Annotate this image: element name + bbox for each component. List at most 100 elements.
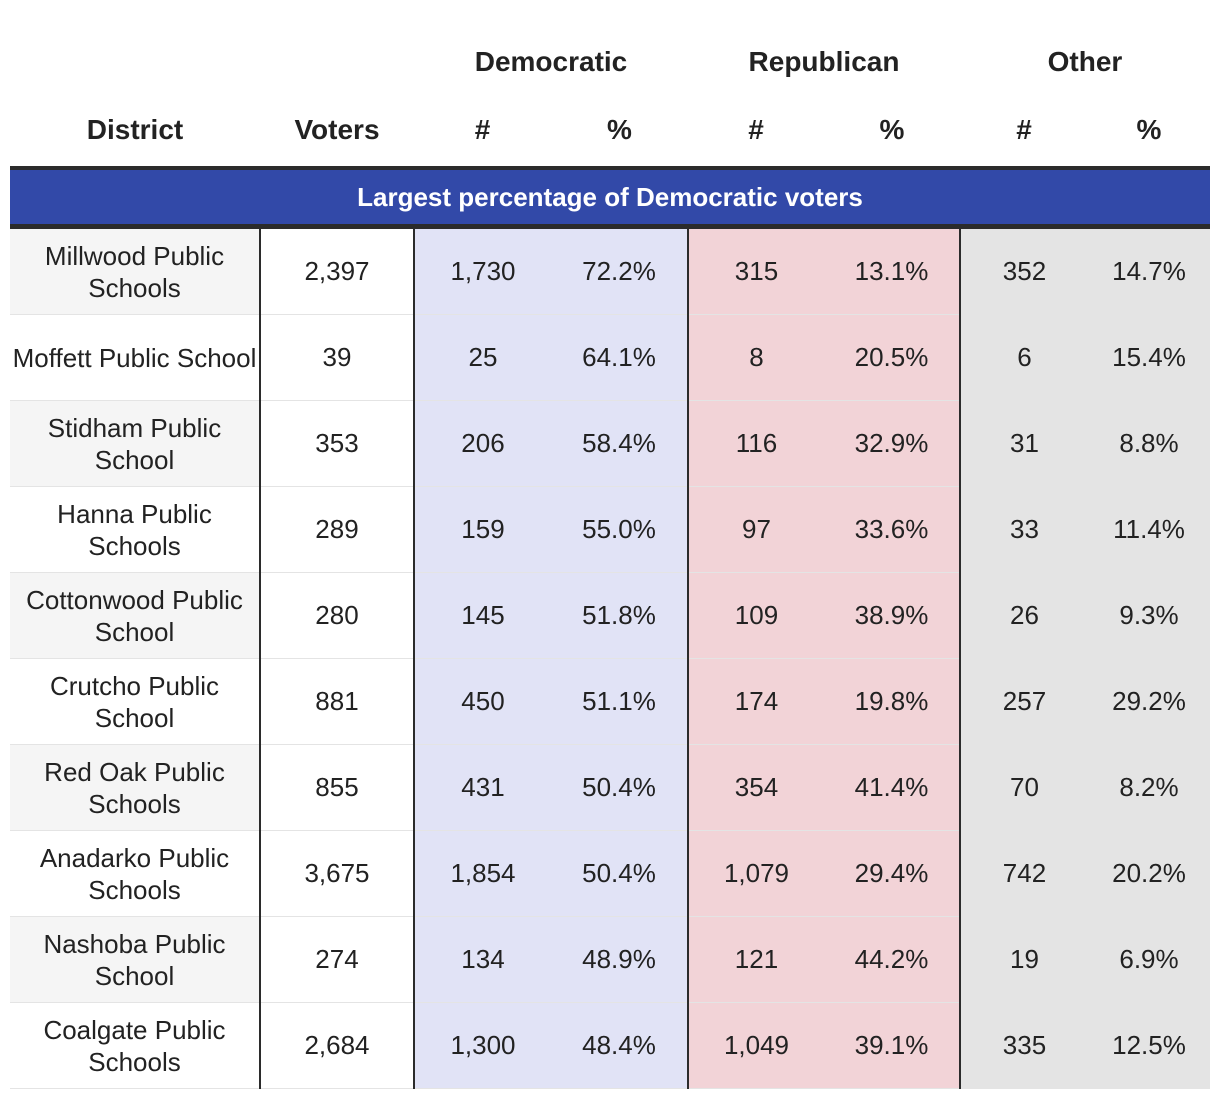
republican-count-cell: 1,049 xyxy=(687,1002,824,1089)
democratic-count-cell: 431 xyxy=(413,744,551,831)
republican-count-cell: 315 xyxy=(687,229,824,315)
table-row: Crutcho Public School 881 450 51.1% 174 19.8%… xyxy=(10,658,1210,745)
column-header-voters: Voters xyxy=(294,114,380,145)
democratic-percent-cell: 50.4% xyxy=(551,830,688,917)
table-row: Coalgate Public Schools 2,684 1,300 48.4% 1,… xyxy=(10,1002,1210,1089)
other-count-cell: 352 xyxy=(959,229,1088,315)
other-count-cell: 742 xyxy=(959,830,1088,917)
column-header-dem-percent: % xyxy=(607,114,632,145)
other-percent-cell: 11.4% xyxy=(1088,486,1210,573)
other-count-cell: 335 xyxy=(959,1002,1088,1089)
district-cell: Millwood Public Schools xyxy=(10,229,260,315)
republican-count-cell: 121 xyxy=(687,916,824,1003)
data-table: Millwood Public Schools 2,397 1,730 72.2% 31… xyxy=(10,229,1210,1089)
democratic-percent-cell: 50.4% xyxy=(551,744,688,831)
voters-cell: 881 xyxy=(259,658,414,745)
other-count-cell: 257 xyxy=(959,658,1088,745)
democratic-percent-cell: 72.2% xyxy=(551,229,688,315)
other-percent-cell: 14.7% xyxy=(1088,229,1210,315)
voters-cell: 289 xyxy=(259,486,414,573)
republican-count-cell: 116 xyxy=(687,400,824,487)
republican-count-cell: 1,079 xyxy=(687,830,824,917)
democratic-percent-cell: 64.1% xyxy=(551,314,688,401)
democratic-count-cell: 1,730 xyxy=(413,229,551,315)
voters-cell: 280 xyxy=(259,572,414,659)
voters-cell: 2,397 xyxy=(259,229,414,315)
democratic-count-cell: 1,854 xyxy=(413,830,551,917)
other-count-cell: 19 xyxy=(959,916,1088,1003)
democratic-count-cell: 159 xyxy=(413,486,551,573)
republican-percent-cell: 13.1% xyxy=(824,229,960,315)
democratic-percent-cell: 48.9% xyxy=(551,916,688,1003)
republican-count-cell: 354 xyxy=(687,744,824,831)
table-row: Millwood Public Schools 2,397 1,730 72.2% 31… xyxy=(10,229,1210,315)
republican-percent-cell: 20.5% xyxy=(824,314,960,401)
other-count-cell: 6 xyxy=(959,314,1088,401)
table-row: Anadarko Public Schools 3,675 1,854 50.4% 1,… xyxy=(10,830,1210,917)
other-count-cell: 33 xyxy=(959,486,1088,573)
other-count-cell: 70 xyxy=(959,744,1088,831)
democratic-count-cell: 25 xyxy=(413,314,551,401)
other-percent-cell: 6.9% xyxy=(1088,916,1210,1003)
other-percent-cell: 12.5% xyxy=(1088,1002,1210,1089)
table-row: Cottonwood Public School 280 145 51.8% 109 38… xyxy=(10,572,1210,659)
table-row: Moffett Public School 39 25 64.1% 8 20.5% 6 15.… xyxy=(10,314,1210,401)
democratic-percent-cell: 51.8% xyxy=(551,572,688,659)
other-percent-cell: 8.2% xyxy=(1088,744,1210,831)
column-header-other-percent: % xyxy=(1136,114,1162,145)
section-banner: Largest percentage of Democratic voters xyxy=(10,170,1210,224)
other-count-cell: 31 xyxy=(959,400,1088,487)
other-count-cell: 26 xyxy=(959,572,1088,659)
republican-count-cell: 109 xyxy=(687,572,824,659)
group-header-other: Other xyxy=(1047,46,1123,77)
republican-percent-cell: 29.4% xyxy=(824,830,960,917)
results-table: Democratic Republican Other District Vot… xyxy=(10,0,1210,1089)
republican-count-cell: 97 xyxy=(687,486,824,573)
democratic-percent-cell: 58.4% xyxy=(551,400,688,487)
district-cell: Coalgate Public Schools xyxy=(10,1002,260,1089)
other-percent-cell: 20.2% xyxy=(1088,830,1210,917)
democratic-percent-cell: 51.1% xyxy=(551,658,688,745)
voters-cell: 2,684 xyxy=(259,1002,414,1089)
table-row: Stidham Public School 353 206 58.4% 116 32.9%… xyxy=(10,400,1210,487)
republican-count-cell: 8 xyxy=(687,314,824,401)
district-cell: Stidham Public School xyxy=(10,400,260,487)
republican-count-cell: 174 xyxy=(687,658,824,745)
democratic-count-cell: 450 xyxy=(413,658,551,745)
group-header-democratic: Democratic xyxy=(474,46,628,77)
column-header-other-number: # xyxy=(1016,114,1032,145)
voters-cell: 274 xyxy=(259,916,414,1003)
district-cell: Nashoba Public School xyxy=(10,916,260,1003)
banner-divider xyxy=(10,224,1210,229)
democratic-count-cell: 206 xyxy=(413,400,551,487)
voters-cell: 855 xyxy=(259,744,414,831)
district-cell: Cottonwood Public School xyxy=(10,572,260,659)
republican-percent-cell: 33.6% xyxy=(824,486,960,573)
district-cell: Red Oak Public Schools xyxy=(10,744,260,831)
table-row: Nashoba Public School 274 134 48.9% 121 44.2%… xyxy=(10,916,1210,1003)
voters-cell: 3,675 xyxy=(259,830,414,917)
header-divider xyxy=(10,166,1210,170)
voters-cell: 353 xyxy=(259,400,414,487)
republican-percent-cell: 44.2% xyxy=(824,916,960,1003)
democratic-percent-cell: 48.4% xyxy=(551,1002,688,1089)
other-percent-cell: 29.2% xyxy=(1088,658,1210,745)
column-header-rep-number: # xyxy=(748,114,764,145)
republican-percent-cell: 39.1% xyxy=(824,1002,960,1089)
district-cell: Hanna Public Schools xyxy=(10,486,260,573)
table-row: Hanna Public Schools 289 159 55.0% 97 33.6% 33… xyxy=(10,486,1210,573)
republican-percent-cell: 19.8% xyxy=(824,658,960,745)
district-cell: Crutcho Public School xyxy=(10,658,260,745)
republican-percent-cell: 32.9% xyxy=(824,400,960,487)
democratic-count-cell: 1,300 xyxy=(413,1002,551,1089)
column-header-district: District xyxy=(86,114,184,145)
voters-cell: 39 xyxy=(259,314,414,401)
table-header: Democratic Republican Other District Vot… xyxy=(10,0,1210,166)
republican-percent-cell: 41.4% xyxy=(824,744,960,831)
other-percent-cell: 8.8% xyxy=(1088,400,1210,487)
district-cell: Anadarko Public Schools xyxy=(10,830,260,917)
other-percent-cell: 15.4% xyxy=(1088,314,1210,401)
group-header-republican: Republican xyxy=(748,46,900,77)
district-cell: Moffett Public School xyxy=(10,314,260,401)
column-header-rep-percent: % xyxy=(879,114,905,145)
